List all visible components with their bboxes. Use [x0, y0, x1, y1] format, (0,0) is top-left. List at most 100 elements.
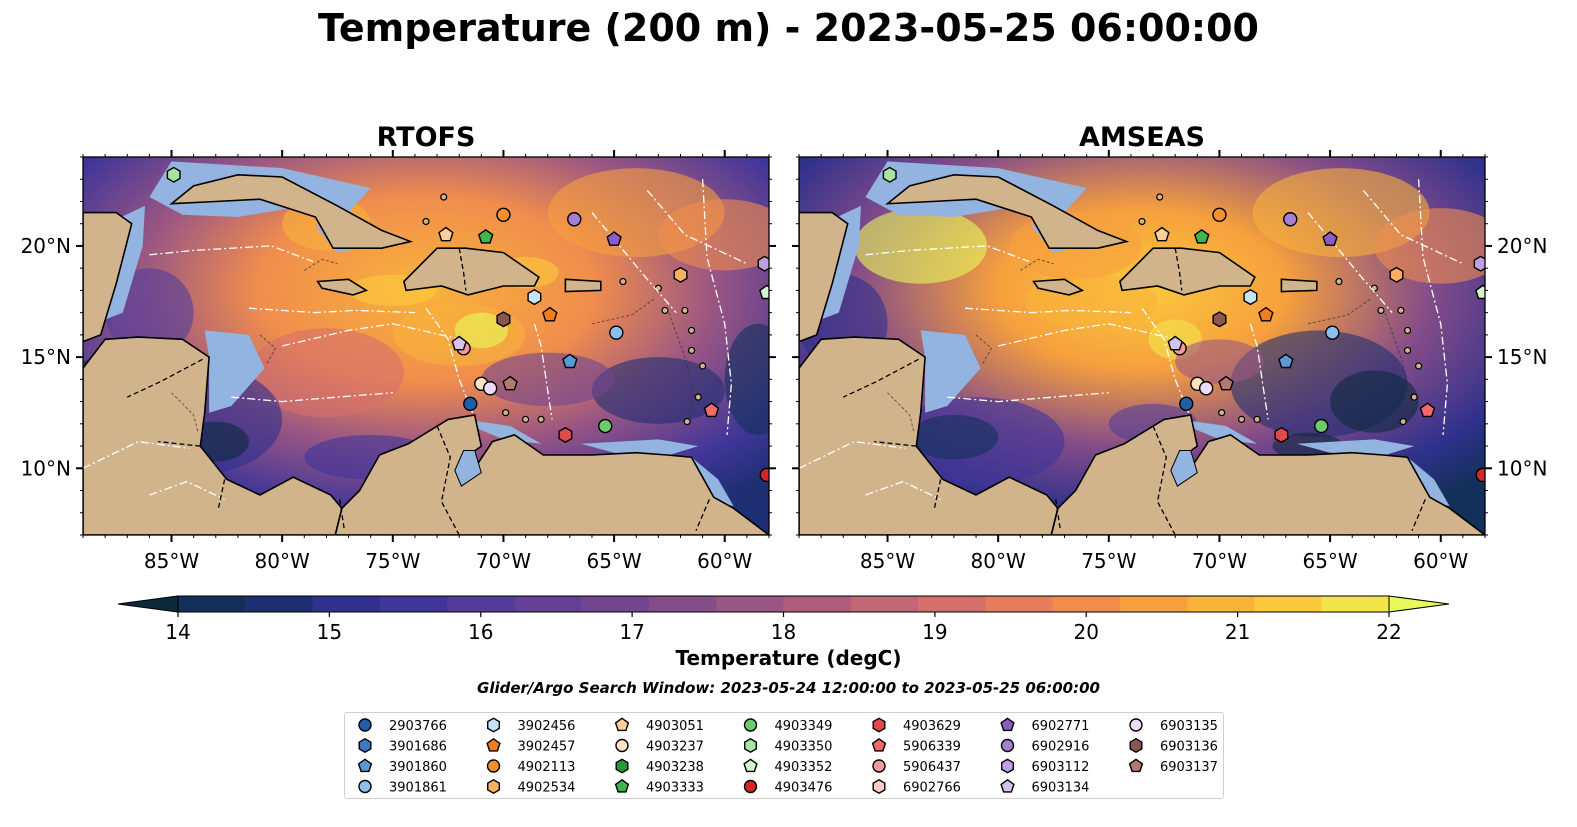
colorbar-segment	[1254, 596, 1323, 612]
lat-tick-label: 15°N	[1497, 345, 1547, 369]
lon-tick-label: 80°W	[255, 549, 310, 573]
search-window-text: Glider/Argo Search Window: 2023-05-24 12…	[477, 679, 1100, 697]
legend-item-6903135: 6903135	[1129, 718, 1218, 734]
temperature-anomaly	[454, 312, 508, 349]
colorbar-tick-label: 15	[317, 620, 342, 640]
float-marker-3902457	[1258, 306, 1274, 322]
float-marker-6903134	[451, 335, 467, 351]
legend-item-5906437: 5906437	[872, 759, 961, 775]
legend-marker	[872, 778, 886, 795]
temperature-anomaly	[658, 199, 769, 271]
legend-label: 4903333	[646, 781, 704, 796]
colorbar-segment	[514, 596, 583, 612]
legend-marker	[358, 737, 372, 754]
legend-item-4903352: 4903352	[743, 758, 832, 775]
eez-boundary	[998, 323, 1187, 347]
colorbar-tick-label: 14	[165, 620, 190, 640]
legend-marker	[743, 718, 758, 732]
lon-tick-label: 65°W	[1302, 549, 1357, 573]
small-island	[1399, 418, 1407, 426]
eez-boundary	[865, 480, 941, 500]
legend-item-4903629: 4903629	[872, 717, 961, 734]
colorbar-segment	[850, 596, 919, 612]
float-marker-3901861	[609, 325, 624, 340]
legend-label: 5906339	[903, 740, 961, 755]
depth-contour	[591, 298, 655, 325]
float-marker-4903352	[759, 284, 769, 300]
legend-label: 4903476	[775, 781, 833, 796]
country-border	[1055, 499, 1061, 529]
legend-item-4903051: 4903051	[614, 717, 704, 734]
eez-boundary	[646, 189, 748, 265]
float-marker-3901860	[562, 353, 578, 369]
colorbar-segment	[1052, 596, 1121, 612]
map-frame	[82, 156, 770, 536]
legend-marker	[1129, 718, 1143, 732]
float-marker-6902916	[567, 212, 582, 227]
country-border	[458, 248, 467, 291]
legend-label: 6903135	[1160, 719, 1218, 734]
lon-tick-label: 80°W	[971, 549, 1026, 573]
eez-boundary	[1417, 179, 1449, 435]
eez-boundary	[1362, 189, 1464, 265]
small-island	[1403, 346, 1412, 355]
legend-label: 6903112	[1032, 760, 1090, 775]
legend-item-3901860: 3901860	[357, 758, 447, 775]
temperature-anomaly	[909, 414, 999, 460]
eez-boundary	[1249, 323, 1269, 420]
land-cuba	[885, 173, 1130, 249]
legend-label: 3901861	[389, 781, 447, 796]
map-panels: 85°W 80°W 75°W 70°W 65°W 60°W 20°N 15°N 10°N 85°W…	[21, 150, 1547, 640]
small-island	[1156, 193, 1164, 201]
small-island	[619, 277, 627, 286]
depth-contour	[171, 392, 199, 433]
colorbar-segment	[447, 596, 515, 612]
float-marker-6903135	[482, 381, 498, 396]
lat-tick-label: 20°N	[1497, 234, 1547, 258]
legend-label: 4903051	[646, 719, 704, 734]
legend-item-6903137: 6903137	[1128, 758, 1218, 775]
map-panel-amseas	[799, 157, 1485, 535]
legend-label: 6902766	[903, 781, 961, 796]
legend-label: 4902113	[518, 760, 576, 775]
float-marker-4902113	[1212, 207, 1227, 223]
legend-label: 4903350	[775, 740, 833, 755]
float-marker-4902534	[1389, 266, 1404, 283]
country-border	[217, 479, 226, 511]
float-marker-3901860	[1278, 353, 1294, 369]
float-marker-4903629	[1274, 426, 1289, 444]
legend-marker	[1000, 717, 1015, 732]
land-hispaniola	[403, 247, 540, 296]
float-marker-3902456	[1243, 288, 1258, 306]
colorbar: 14 15 16 17 18 19 20 21 22	[117, 595, 1450, 640]
legend-marker	[615, 738, 629, 753]
colorbar-tick-label: 19	[922, 620, 947, 640]
legend-item-4903333: 4903333	[614, 778, 704, 796]
float-marker-4903352	[1475, 284, 1485, 300]
legend-item-6903112: 6903112	[1001, 758, 1090, 775]
depth-contour	[259, 334, 277, 365]
legend-item-4902534: 4902534	[487, 778, 575, 796]
float-marker-2903766	[463, 396, 478, 412]
colorbar-tick-label: 18	[771, 620, 796, 640]
float-marker-4903350	[166, 166, 181, 183]
eez-boundary	[425, 307, 474, 413]
small-island	[422, 217, 430, 226]
float-marker-6902771	[606, 231, 622, 246]
legend-marker	[1000, 738, 1015, 753]
legend-label: 3902457	[518, 740, 576, 755]
lon-tick-label: 70°W	[476, 549, 531, 573]
panel-title-rtofs: RTOFS	[376, 122, 476, 153]
eez-boundary	[149, 245, 314, 263]
float-marker-6903134	[1167, 335, 1183, 351]
legend-item-6903136: 6903136	[1129, 737, 1218, 755]
legend-marker	[486, 737, 501, 752]
country-border	[158, 440, 201, 447]
legend-item-4903476: 4903476	[743, 779, 833, 796]
land-jamaica	[316, 278, 369, 296]
small-island	[537, 415, 545, 423]
legend-item-3902456: 3902456	[487, 717, 575, 734]
figure-title: Temperature (200 m) - 2023-05-25 06:00:0…	[317, 6, 1259, 50]
colorbar-tick-label: 22	[1376, 620, 1401, 640]
land-yucatan	[799, 211, 849, 343]
